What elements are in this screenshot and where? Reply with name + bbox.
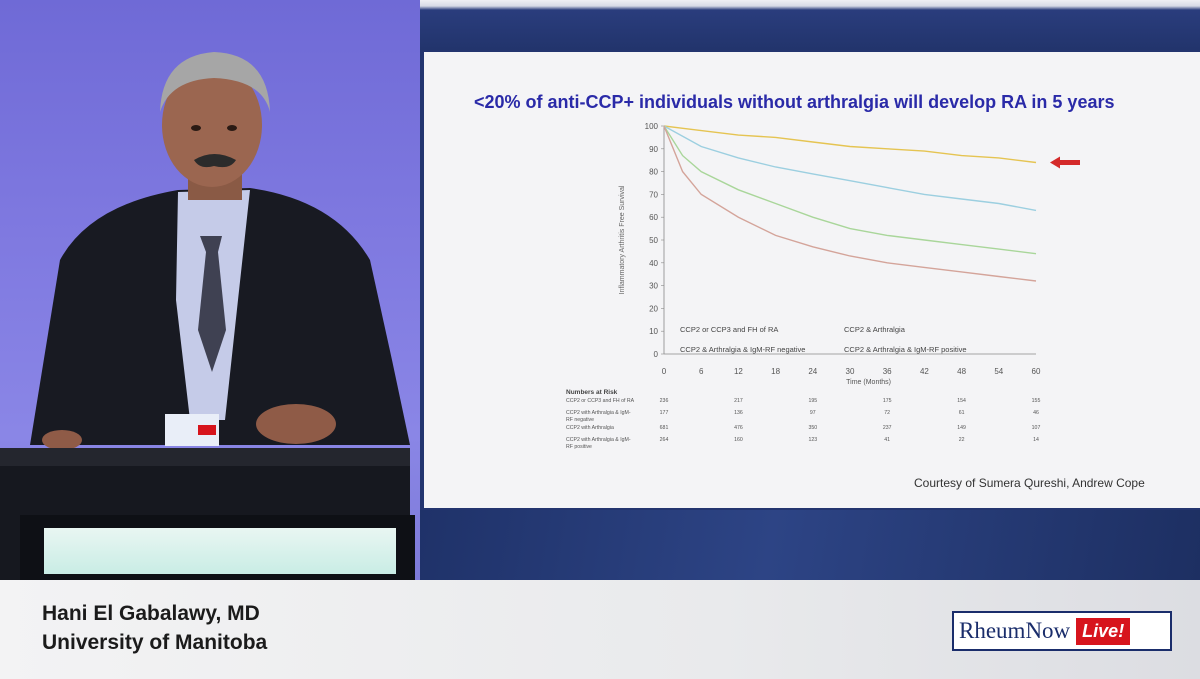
y-tick-label: 90 (649, 145, 658, 154)
y-tick-label: 20 (649, 304, 658, 313)
risk-cell: 136 (734, 410, 743, 416)
y-tick-label: 0 (654, 350, 659, 359)
x-tick-label: 6 (699, 367, 704, 376)
risk-cell: 14 (1033, 437, 1039, 443)
lower-third-banner: Hani El Gabalawy, MD University of Manit… (0, 580, 1200, 679)
x-tick-label: 0 (662, 367, 667, 376)
presenter-name: Hani El Gabalawy, MD (42, 602, 260, 625)
risk-cell: 195 (808, 398, 817, 404)
slide-top-band (420, 0, 1200, 50)
risk-row-label: RF positive (566, 444, 592, 450)
legend-entry-3: CCP2 & Arthralgia & IgM-RF negative (680, 345, 805, 354)
x-axis-title: Time (Months) (846, 379, 891, 386)
risk-cell: 236 (660, 398, 669, 404)
numbers-at-risk-table: Numbers at Risk CCP2 or CCP3 and FH of RA… (566, 389, 1040, 450)
x-tick-label: 12 (734, 367, 743, 376)
risk-cell: 175 (883, 398, 892, 404)
risk-cell: 155 (1032, 398, 1041, 404)
risk-cell: 72 (884, 410, 890, 416)
x-tick-label: 36 (883, 367, 892, 376)
risk-row-label: CCP2 or CCP3 and FH of RA (566, 398, 635, 404)
y-tick-label: 50 (649, 236, 658, 245)
x-tick-label: 18 (771, 367, 780, 376)
risk-cell: 681 (660, 425, 669, 431)
slide-bottom-band (420, 510, 1200, 580)
brand-name: RheumNow (959, 618, 1071, 643)
slide-courtesy-credit: Courtesy of Sumera Qureshi, Andrew Cope (914, 476, 1145, 490)
x-tick-label: 42 (920, 367, 929, 376)
risk-cell: 476 (734, 425, 743, 431)
y-tick-label: 60 (649, 213, 658, 222)
risk-row-label: CCP2 with Arthralgia (566, 425, 614, 431)
slide-title: <20% of anti-CCP+ individuals without ar… (474, 92, 1115, 112)
risk-row-label: CCP2 with Arthralgia & IgM- (566, 410, 631, 416)
x-tick-label: 48 (957, 367, 966, 376)
podium-monitor-screen (44, 528, 396, 574)
y-axis-title: Inflammatory Arthritis Free Survival (619, 185, 626, 294)
y-tick-label: 100 (645, 122, 659, 131)
speaker-photo (0, 52, 415, 580)
y-tick-label: 10 (649, 327, 658, 336)
chart-series (663, 125, 1080, 282)
chart-legend: CCP2 or CCP3 and FH of RA CCP2 & Arthralg… (680, 325, 967, 354)
x-tick-label: 60 (1032, 367, 1041, 376)
risk-cell: 154 (957, 398, 966, 404)
survival-chart: 0 10 20 30 40 50 60 70 80 90 100 0 6 12 18 24 30 36 42 48 54… (566, 122, 1080, 450)
x-tick-label: 24 (808, 367, 817, 376)
risk-cell: 41 (884, 437, 890, 443)
brand-live-badge: Live! (1076, 617, 1131, 645)
chart-axes: 0 10 20 30 40 50 60 70 80 90 100 0 6 12 18 24 30 36 42 48 54… (619, 122, 1041, 386)
risk-table-header: Numbers at Risk (566, 389, 618, 396)
risk-cell: 22 (959, 437, 965, 443)
series-line-4 (663, 125, 1037, 282)
legend-entry-4: CCP2 & Arthralgia & IgM-RF positive (844, 345, 967, 354)
x-tick-label: 30 (846, 367, 855, 376)
series-line-3 (663, 125, 1037, 255)
risk-cell: 123 (808, 437, 817, 443)
risk-cell: 160 (734, 437, 743, 443)
slide-content: <20% of anti-CCP+ individuals without ar… (424, 52, 1200, 508)
risk-cell: 264 (660, 437, 669, 443)
risk-cell: 107 (1032, 425, 1041, 431)
legend-entry-2: CCP2 & Arthralgia (844, 325, 906, 334)
risk-cell: 177 (660, 410, 669, 416)
risk-cell: 237 (883, 425, 892, 431)
x-tick-label: 54 (994, 367, 1003, 376)
legend-entry-1: CCP2 or CCP3 and FH of RA (680, 325, 778, 334)
presenter-affiliation: University of Manitoba (42, 631, 268, 654)
series-line-1 (663, 125, 1037, 164)
rheumnow-live-logo: RheumNow Live! (952, 611, 1172, 651)
risk-row-label: RF negative (566, 417, 594, 423)
risk-cell: 217 (734, 398, 743, 404)
y-tick-label: 40 (649, 259, 658, 268)
speaker-video-panel (0, 0, 420, 580)
series-line-2 (663, 125, 1037, 212)
annotation-arrow-icon (1050, 156, 1080, 169)
risk-cell: 350 (808, 425, 817, 431)
risk-row-label: CCP2 with Arthralgia & IgM- (566, 437, 631, 443)
risk-cell: 97 (810, 410, 816, 416)
risk-cell: 61 (959, 410, 965, 416)
y-tick-label: 30 (649, 282, 658, 291)
risk-cell: 149 (957, 425, 966, 431)
risk-cell: 46 (1033, 410, 1039, 416)
y-tick-label: 70 (649, 190, 658, 199)
y-tick-label: 80 (649, 168, 658, 177)
